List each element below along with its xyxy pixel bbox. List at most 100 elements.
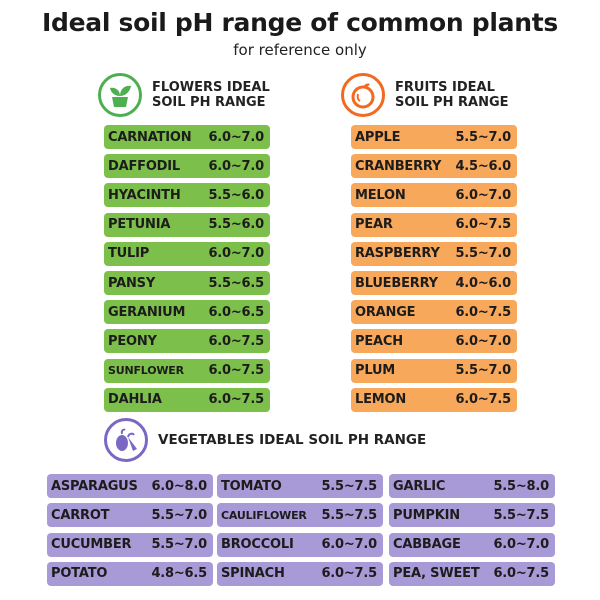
fruits-heading: FRUITS IDEAL SOIL PH RANGE [341, 73, 509, 117]
list-item: GERANIUM 6.0~6.5 [104, 300, 270, 325]
plant-name: SUNFLOWER [108, 364, 184, 378]
plant-name: CARNATION [108, 129, 192, 145]
ph-range: 6.0~6.5 [208, 304, 264, 320]
vegetables-icon [104, 418, 148, 462]
list-item: RASPBERRY 5.5~7.0 [351, 241, 517, 266]
plant-name: ORANGE [355, 304, 416, 320]
plant-name: ASPARAGUS [51, 478, 138, 494]
ph-range: 6.0~7.5 [493, 566, 549, 582]
ph-range: 5.5~7.0 [151, 537, 207, 553]
list-item: GARLIC 5.5~8.0 [389, 474, 555, 498]
list-item: DAHLIA 6.0~7.5 [104, 387, 270, 412]
plant-name: CAULIFLOWER [221, 508, 307, 522]
ph-range: 4.0~6.0 [455, 275, 511, 291]
ph-range: 5.5~7.0 [455, 363, 511, 379]
list-item: ASPARAGUS 6.0~8.0 [47, 474, 213, 498]
list-item: BROCCOLI 6.0~7.0 [217, 532, 383, 557]
plant-name: PLUM [355, 363, 396, 379]
page-title: Ideal soil pH range of common plants [42, 8, 558, 37]
list-item: PANSY 5.5~6.5 [104, 271, 270, 295]
plant-name: SPINACH [221, 566, 285, 582]
list-item: TULIP 6.0~7.0 [104, 241, 270, 266]
ph-range: 5.5~7.5 [321, 507, 377, 523]
plant-name: POTATO [51, 566, 108, 582]
ph-range: 6.0~7.5 [455, 217, 511, 233]
ph-range: 6.0~7.0 [208, 246, 264, 262]
ph-range: 5.5~6.5 [208, 275, 264, 291]
ph-range: 4.5~6.0 [455, 158, 511, 174]
plant-name: PEONY [108, 333, 157, 349]
plant-name: PUMPKIN [393, 507, 460, 523]
ph-range: 6.0~7.0 [455, 187, 511, 203]
list-item: PETUNIA 5.5~6.0 [104, 212, 270, 237]
ph-range: 6.0~7.5 [208, 363, 264, 379]
list-item: CARROT 5.5~7.0 [47, 503, 213, 528]
plant-name: DAHLIA [108, 392, 162, 408]
list-item: CABBAGE 6.0~7.0 [389, 532, 555, 557]
list-item: PEONY 6.0~7.5 [104, 329, 270, 354]
plant-name: TOMATO [221, 478, 282, 494]
flowers-heading-line2: SOIL PH RANGE [152, 95, 266, 110]
potted-plant-icon [98, 73, 142, 117]
list-item: SPINACH 6.0~7.5 [217, 561, 383, 586]
list-item: DAFFODIL 6.0~7.0 [104, 154, 270, 179]
ph-range: 5.5~7.0 [455, 129, 511, 145]
page-subtitle: for reference only [233, 41, 367, 59]
ph-range: 6.0~7.0 [455, 333, 511, 349]
vegetables-heading-text: VEGETABLES IDEAL SOIL PH RANGE [158, 431, 427, 448]
ph-range: 5.5~6.0 [208, 187, 264, 203]
plant-name: MELON [355, 187, 406, 203]
flowers-heading: FLOWERS IDEAL SOIL PH RANGE [98, 73, 270, 117]
plant-name: GARLIC [393, 478, 446, 494]
plant-name: GERANIUM [108, 304, 186, 320]
ph-range: 6.0~8.0 [151, 478, 207, 494]
list-item: LEMON 6.0~7.5 [351, 387, 517, 412]
ph-range: 6.0~7.0 [321, 537, 377, 553]
fruits-heading-line1: FRUITS IDEAL [395, 80, 495, 95]
plant-name: DAFFODIL [108, 158, 180, 174]
list-item: TOMATO 5.5~7.5 [217, 474, 383, 498]
ph-range: 5.5~7.5 [493, 507, 549, 523]
plant-name: APPLE [355, 129, 401, 145]
ph-range: 6.0~7.5 [455, 304, 511, 320]
plant-name: BLUEBERRY [355, 275, 438, 291]
plant-name: PEA, SWEET [393, 566, 480, 582]
plant-name: RASPBERRY [355, 246, 440, 262]
ph-range: 5.5~7.5 [321, 478, 377, 494]
fruits-heading-line2: SOIL PH RANGE [395, 95, 509, 110]
ph-range: 6.0~7.0 [208, 129, 264, 145]
plant-name: TULIP [108, 246, 150, 262]
apple-icon [341, 73, 385, 117]
ph-range: 6.0~7.5 [455, 392, 511, 408]
plant-name: CUCUMBER [51, 537, 132, 553]
plant-name: PETUNIA [108, 217, 171, 233]
list-item: PEA, SWEET 6.0~7.5 [389, 561, 555, 586]
ph-range: 6.0~7.0 [208, 158, 264, 174]
vegetables-heading: VEGETABLES IDEAL SOIL PH RANGE [104, 418, 426, 462]
list-item: BLUEBERRY 4.0~6.0 [351, 271, 517, 295]
list-item: POTATO 4.8~6.5 [47, 561, 213, 586]
ph-range: 5.5~7.0 [151, 507, 207, 523]
list-item: PEAR 6.0~7.5 [351, 212, 517, 237]
plant-name: PEAR [355, 217, 393, 233]
list-item: ORANGE 6.0~7.5 [351, 300, 517, 325]
list-item: SUNFLOWER 6.0~7.5 [104, 358, 270, 383]
ph-range: 5.5~7.0 [455, 246, 511, 262]
plant-name: CARROT [51, 507, 110, 523]
list-item: CAULIFLOWER 5.5~7.5 [217, 503, 383, 528]
list-item: CRANBERRY 4.5~6.0 [351, 154, 517, 179]
plant-name: CABBAGE [393, 537, 461, 553]
ph-range: 5.5~6.0 [208, 217, 264, 233]
ph-range: 6.0~7.5 [321, 566, 377, 582]
list-item: PEACH 6.0~7.0 [351, 329, 517, 354]
list-item: CARNATION 6.0~7.0 [104, 125, 270, 149]
plant-name: HYACINTH [108, 187, 181, 203]
list-item: APPLE 5.5~7.0 [351, 125, 517, 149]
list-item: CUCUMBER 5.5~7.0 [47, 532, 213, 557]
ph-range: 6.0~7.5 [208, 333, 264, 349]
ph-range: 6.0~7.5 [208, 392, 264, 408]
list-item: HYACINTH 5.5~6.0 [104, 183, 270, 208]
ph-range: 5.5~8.0 [493, 478, 549, 494]
ph-range: 4.8~6.5 [151, 566, 207, 582]
list-item: PUMPKIN 5.5~7.5 [389, 503, 555, 528]
